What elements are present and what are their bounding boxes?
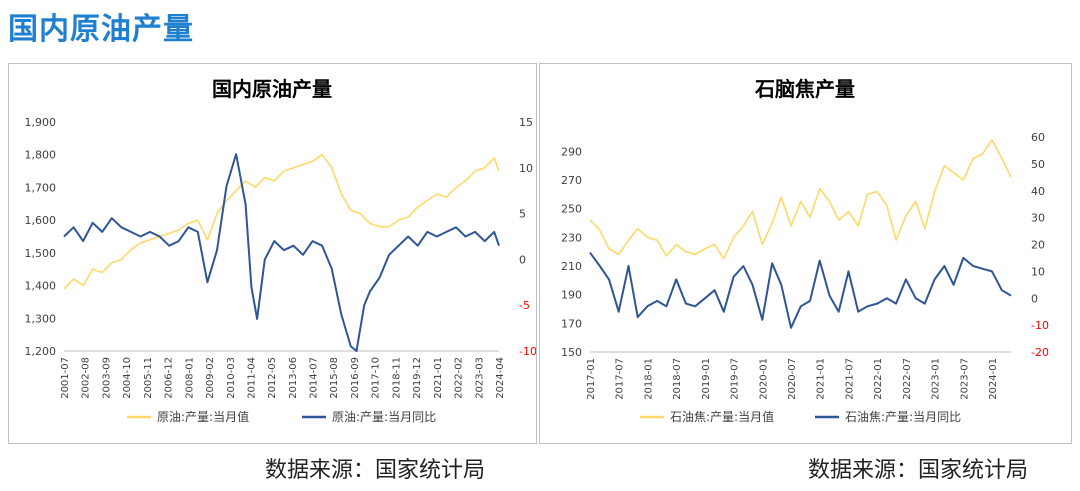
- x-tick-label: 2024-04: [495, 357, 506, 399]
- y-left-tick-label: 1,500: [25, 247, 57, 260]
- data-source-left: 数据来源：国家统计局: [265, 458, 486, 483]
- x-tick-label: 2020-01: [758, 358, 769, 400]
- x-tick-label: 2008-01: [184, 357, 195, 399]
- x-tick-label: 2024-01: [988, 358, 999, 400]
- page-title: 国内原油产量: [8, 12, 194, 47]
- x-tick-label: 2015-08: [329, 357, 340, 399]
- y-left-tick-label: 1,900: [25, 116, 57, 129]
- x-tick-label: 2014-07: [309, 357, 320, 399]
- chart-crude-oil: 国内原油产量 1,200 1,300 1,400 1,500 1,600 1,700 1,80…: [25, 77, 537, 424]
- x-tick-label: 2019-12: [412, 357, 423, 399]
- data-source-right: 数据来源：国家统计局: [808, 458, 1029, 483]
- y-right-tick-label: -20: [1031, 346, 1049, 359]
- x-tick-label: 2022-02: [454, 357, 465, 399]
- y-right-tick-label: 5: [519, 208, 526, 221]
- series-line-1: [589, 252, 1012, 329]
- x-tick-label: 2013-06: [288, 357, 299, 399]
- x-tick-label: 2011-04: [246, 357, 257, 399]
- x-tick-label: 2018-01: [643, 358, 654, 400]
- y-left-tick-label: 270: [561, 174, 582, 187]
- legend-label-0: 原油:产量:当月值: [157, 409, 249, 424]
- y-left-tick-label: 170: [561, 317, 582, 330]
- x-tick-label: 2002-08: [81, 357, 92, 399]
- x-tick-label: 2016-09: [350, 357, 361, 399]
- y-right-tick-label: -5: [519, 299, 530, 312]
- x-tick-label: 2022-01: [873, 358, 884, 400]
- y-right-tick-label: 10: [1031, 265, 1045, 278]
- chart-panel-naphtha: 石脑焦产量 150 170 190 210 230 250 270 290 -20 -10 0 10 20…: [539, 63, 1072, 444]
- x-tick-label: 2018-07: [672, 358, 683, 400]
- x-tick-label: 2005-11: [143, 357, 154, 399]
- x-tick-label: 2006-12: [164, 357, 175, 399]
- y-left-tick-label: 1,400: [25, 280, 57, 293]
- y-right-tick-label: 50: [1031, 158, 1045, 171]
- y-right-tick-label: -10: [519, 345, 536, 358]
- y-right-tick-label: 15: [519, 116, 533, 129]
- y-left-tick-label: 190: [561, 289, 582, 302]
- legend-label-1: 石油焦:产量:当月同比: [845, 410, 961, 424]
- x-tick-label: 2023-07: [959, 358, 970, 400]
- x-tick-label: 2021-01: [433, 357, 444, 399]
- x-tick-label: 2004-10: [122, 357, 133, 399]
- x-tick-label: 2017-10: [371, 357, 382, 399]
- y-right-tick-label: -10: [1031, 319, 1049, 332]
- x-tick-label: 2023-03: [474, 357, 485, 399]
- y-left-tick-label: 1,800: [25, 149, 57, 162]
- x-tick-label: 2012-05: [267, 357, 278, 399]
- y-left-tick-label: 1,600: [25, 214, 57, 227]
- x-tick-label: 2019-07: [730, 358, 741, 400]
- y-right-tick-label: 60: [1031, 131, 1045, 144]
- x-tick-label: 2021-07: [844, 358, 855, 400]
- series-line-0: [63, 153, 500, 290]
- y-left-tick-label: 1,200: [25, 345, 57, 358]
- chart-title: 石脑焦产量: [754, 77, 855, 101]
- y-left-tick-label: 1,700: [25, 181, 57, 194]
- y-left-tick-label: 250: [561, 203, 582, 216]
- y-left-tick-label: 290: [561, 145, 582, 158]
- y-right-tick-label: 20: [1031, 239, 1045, 252]
- y-right-tick-label: 10: [519, 162, 533, 175]
- legend-label-1: 原油:产量:当月同比: [332, 410, 436, 424]
- y-left-tick-label: 150: [561, 346, 582, 359]
- chart-title: 国内原油产量: [212, 77, 332, 101]
- y-right-tick-label: 0: [1031, 292, 1038, 305]
- x-tick-label: 2001-07: [60, 357, 71, 399]
- x-tick-label: 2022-07: [902, 358, 913, 400]
- x-tick-label: 2018-11: [391, 357, 402, 399]
- x-tick-label: 2020-07: [787, 358, 798, 400]
- y-right-tick-label: 0: [519, 253, 526, 266]
- y-right-tick-label: 40: [1031, 185, 1045, 198]
- x-tick-label: 2009-02: [205, 357, 216, 399]
- x-tick-label: 2010-03: [226, 357, 237, 399]
- x-tick-label: 2003-09: [101, 357, 112, 399]
- x-tick-label: 2017-01: [586, 358, 597, 400]
- chart-panel-crude-oil: 国内原油产量 1,200 1,300 1,400 1,500 1,600 1,700 1,80…: [8, 63, 537, 444]
- x-tick-label: 2017-07: [615, 358, 626, 400]
- series-line-1: [63, 153, 500, 352]
- y-left-tick-label: 230: [561, 231, 582, 244]
- y-right-tick-label: 30: [1031, 212, 1045, 225]
- chart-naphtha: 石脑焦产量 150 170 190 210 230 250 270 290 -20 -10 0 10 20…: [561, 77, 1049, 424]
- x-tick-label: 2019-01: [701, 358, 712, 400]
- y-left-tick-label: 1,300: [25, 312, 57, 325]
- series-line-0: [589, 139, 1012, 260]
- y-left-tick-label: 210: [561, 260, 582, 273]
- legend-label-0: 石油焦:产量:当月值: [670, 409, 774, 424]
- x-tick-label: 2021-01: [816, 358, 827, 400]
- x-tick-label: 2023-01: [931, 358, 942, 400]
